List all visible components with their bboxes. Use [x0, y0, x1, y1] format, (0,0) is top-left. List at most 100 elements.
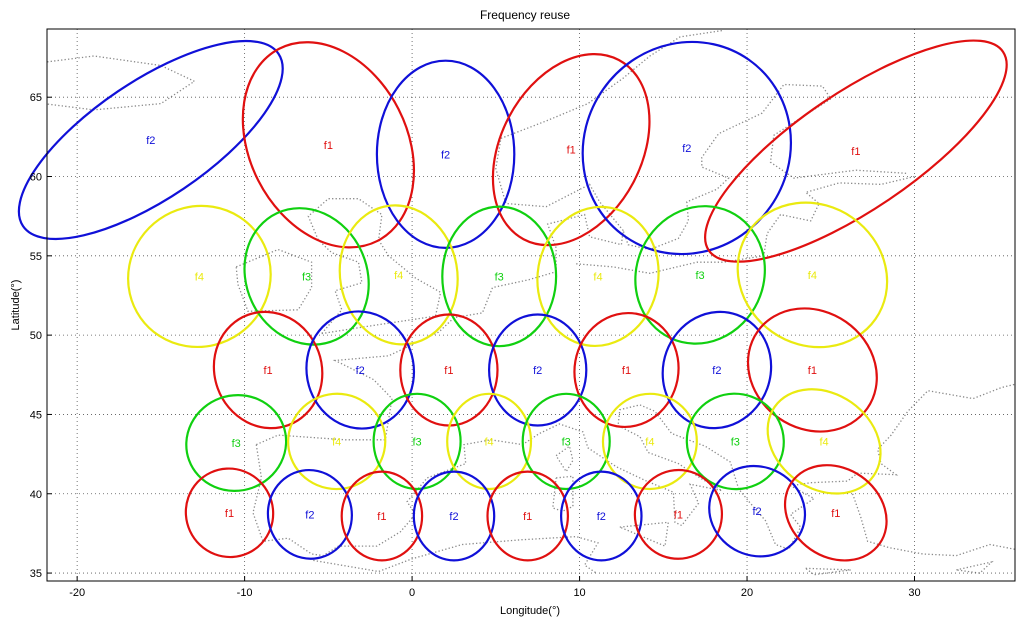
beam-label-34: f1 — [674, 509, 683, 521]
coastline-9 — [555, 445, 574, 473]
beam-label-9: f3 — [495, 271, 504, 283]
chart-title: Frequency reuse — [480, 8, 570, 22]
beam-label-15: f1 — [444, 365, 453, 377]
beam-f2-4 — [581, 40, 793, 256]
x-tick-label-1: -10 — [237, 587, 253, 599]
coastline-13 — [956, 560, 994, 574]
y-tick-label-2: 45 — [30, 409, 42, 421]
beam-label-35: f2 — [753, 506, 762, 518]
beam-label-28: f1 — [225, 508, 234, 520]
x-tick-label-3: 10 — [573, 587, 585, 599]
axis-ticks: -20 -10 0 10 20 30 35 40 45 50 55 60 65 — [30, 92, 921, 599]
beam-label-32: f1 — [523, 511, 532, 523]
beam-f2-29 — [266, 468, 353, 560]
x-tick-label-5: 30 — [908, 587, 920, 599]
beam-f4-21 — [287, 392, 387, 491]
beam-label-30: f1 — [377, 511, 386, 523]
beam-label-26: f3 — [731, 436, 740, 448]
beam-label-31: f2 — [449, 511, 458, 523]
x-axis-label: Longitude(°) — [500, 605, 560, 617]
beam-f1-36 — [783, 464, 888, 562]
beam-f3-22 — [372, 392, 462, 491]
beam-label-10: f4 — [593, 271, 602, 283]
coastline-0 — [47, 55, 196, 111]
beam-ellipses — [17, 39, 1008, 562]
x-tick-label-0: -20 — [69, 587, 85, 599]
coastline-6 — [252, 383, 1015, 557]
beam-f2-31 — [412, 470, 496, 562]
beam-f1-13 — [212, 310, 324, 430]
beam-f1-19 — [746, 307, 878, 433]
beam-f1-34 — [633, 468, 724, 560]
beam-label-12: f4 — [808, 270, 817, 282]
beam-label-8: f4 — [394, 270, 403, 282]
beam-f4-6 — [127, 204, 272, 349]
beam-label-21: f4 — [332, 436, 341, 448]
beam-label-0: f2 — [146, 135, 155, 147]
beam-label-14: f2 — [356, 365, 365, 377]
beam-f1-5 — [704, 39, 1008, 263]
beam-f4-27 — [766, 388, 882, 495]
beam-label-22: f3 — [413, 436, 422, 448]
coastline-4 — [576, 175, 915, 274]
beam-f1-17 — [573, 311, 680, 429]
beam-f4-8 — [338, 204, 459, 346]
coastline-10 — [805, 567, 851, 576]
beam-label-33: f2 — [597, 511, 606, 523]
y-tick-label-1: 40 — [30, 489, 42, 501]
y-tick-label-6: 65 — [30, 92, 42, 104]
beam-label-7: f3 — [302, 271, 311, 283]
beam-f2-35 — [708, 464, 807, 558]
beam-label-18: f2 — [712, 365, 721, 377]
beam-label-11: f3 — [696, 270, 705, 282]
beam-label-6: f4 — [195, 271, 204, 283]
beam-f2-2 — [375, 59, 516, 250]
beam-f1-28 — [184, 467, 275, 559]
beam-label-2: f2 — [441, 149, 450, 161]
beam-f2-16 — [488, 313, 588, 427]
beam-label-1: f1 — [324, 140, 333, 152]
coastline-3 — [256, 29, 722, 446]
beam-label-16: f2 — [533, 365, 542, 377]
beam-label-27: f4 — [820, 436, 829, 448]
x-tick-label-4: 20 — [741, 587, 753, 599]
beam-f4-23 — [446, 392, 533, 491]
beam-label-4: f2 — [682, 143, 691, 155]
beam-f2-18 — [661, 310, 773, 430]
beam-label-36: f1 — [831, 508, 840, 520]
beam-label-13: f1 — [264, 365, 273, 377]
beam-f2-14 — [305, 310, 416, 430]
beam-label-19: f1 — [808, 365, 817, 377]
beam-f4-12 — [736, 201, 889, 349]
beam-label-25: f4 — [645, 436, 654, 448]
beam-f3-20 — [185, 393, 288, 493]
beam-f4-25 — [601, 392, 698, 491]
y-axis-label: Latitude(°) — [10, 280, 22, 331]
axes-frame — [46, 28, 1016, 582]
beam-label-5: f1 — [851, 146, 860, 158]
beam-f1-30 — [340, 470, 424, 562]
beam-f1-1 — [241, 41, 416, 249]
beam-label-20: f3 — [232, 438, 241, 450]
beam-f3-24 — [521, 392, 611, 491]
beam-f1-32 — [486, 470, 570, 562]
beam-label-24: f3 — [562, 436, 571, 448]
beam-f3-7 — [243, 207, 370, 346]
beam-f4-10 — [536, 205, 660, 348]
beam-f1-3 — [491, 52, 651, 247]
y-tick-label-0: 35 — [30, 568, 42, 580]
beam-label-29: f2 — [305, 509, 314, 521]
beam-f3-26 — [685, 392, 785, 491]
beam-label-23: f4 — [485, 436, 494, 448]
x-tick-label-2: 0 — [409, 587, 415, 599]
beam-f2-33 — [559, 470, 643, 562]
beam-label-3: f1 — [567, 145, 576, 157]
beam-f2-0 — [17, 39, 284, 241]
coastline-12 — [313, 535, 599, 574]
y-tick-label-4: 55 — [30, 251, 42, 263]
coastline-8 — [619, 521, 670, 548]
beam-labels: f2 f1 f2 f1 f2 f1 f4 f3 f4 f3 f4 f3 f4 f1 f2 f1 f2 f1 f2 f1… — [146, 135, 860, 523]
grid-lines — [47, 29, 1015, 581]
beam-label-17: f1 — [622, 365, 631, 377]
